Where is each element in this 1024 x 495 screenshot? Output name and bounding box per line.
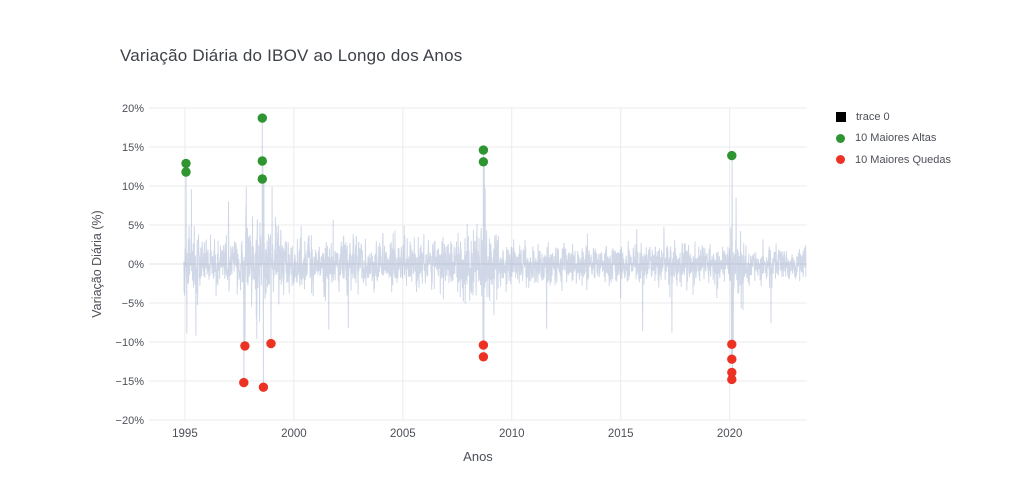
low-point[interactable] [478, 340, 489, 350]
gridlines [149, 107, 807, 421]
legend-item-maiores-altas[interactable]: 10 Maiores Altas [836, 128, 951, 150]
y-tick-label: 15% [122, 142, 144, 154]
high-point[interactable] [257, 174, 267, 184]
y-tick-label: −15% [116, 376, 145, 388]
high-point[interactable] [478, 157, 489, 167]
x-tick-label: 1995 [172, 428, 198, 440]
legend-item-label: 10 Maiores Quedas [855, 153, 951, 166]
low-point[interactable] [727, 367, 737, 378]
low-point[interactable] [727, 354, 737, 364]
y-tick-label: −5% [122, 298, 145, 310]
y-tick-label: −10% [116, 337, 145, 349]
altas-circle-icon [836, 133, 845, 143]
legend-item-maiores-quedas[interactable]: 10 Maiores Quedas [836, 149, 951, 171]
maiores-quedas-points [239, 338, 737, 392]
high-point[interactable] [257, 113, 267, 123]
low-point[interactable] [727, 374, 737, 385]
y-tick-label: 20% [122, 103, 144, 115]
y-tick-label: 10% [122, 181, 144, 193]
high-point[interactable] [257, 156, 267, 166]
legend-item-trace0[interactable]: trace 0 [836, 106, 951, 128]
x-tick-label: 2020 [717, 428, 743, 440]
high-point[interactable] [478, 145, 489, 155]
high-point[interactable] [727, 150, 737, 161]
y-tick-label: 0% [128, 259, 144, 271]
daily-variation-line[interactable] [183, 118, 807, 388]
quedas-circle-icon [836, 155, 845, 165]
y-tick-label: −20% [116, 415, 145, 427]
low-point[interactable] [258, 382, 269, 392]
maiores-altas-points [181, 113, 737, 184]
axis-tick-labels: 20% 15% 10% 5% 0% −5% −10% −15% −20% 1995 2000 2005… [116, 103, 743, 440]
legend-item-label: 10 Maiores Altas [855, 132, 937, 145]
y-axis-title: Variação Diária (%) [90, 210, 104, 318]
legend-item-label: trace 0 [856, 110, 890, 123]
x-axis-title: Anos [463, 449, 493, 464]
high-point[interactable] [181, 158, 191, 169]
legend: trace 0 10 Maiores Altas 10 Maiores Qued… [836, 106, 951, 171]
y-tick-label: 5% [128, 220, 144, 232]
trace0-square-icon [836, 111, 846, 122]
chart-title: Variação Diária do IBOV ao Longo dos Ano… [120, 46, 463, 65]
x-tick-label: 2005 [390, 428, 416, 440]
x-tick-label: 2010 [499, 428, 525, 440]
x-tick-label: 2015 [608, 428, 634, 440]
x-tick-label: 2000 [281, 428, 307, 440]
low-point[interactable] [239, 377, 249, 388]
low-point[interactable] [727, 339, 737, 349]
low-point[interactable] [478, 352, 489, 362]
low-point[interactable] [266, 338, 276, 349]
low-point[interactable] [240, 341, 250, 351]
high-point[interactable] [181, 167, 191, 177]
